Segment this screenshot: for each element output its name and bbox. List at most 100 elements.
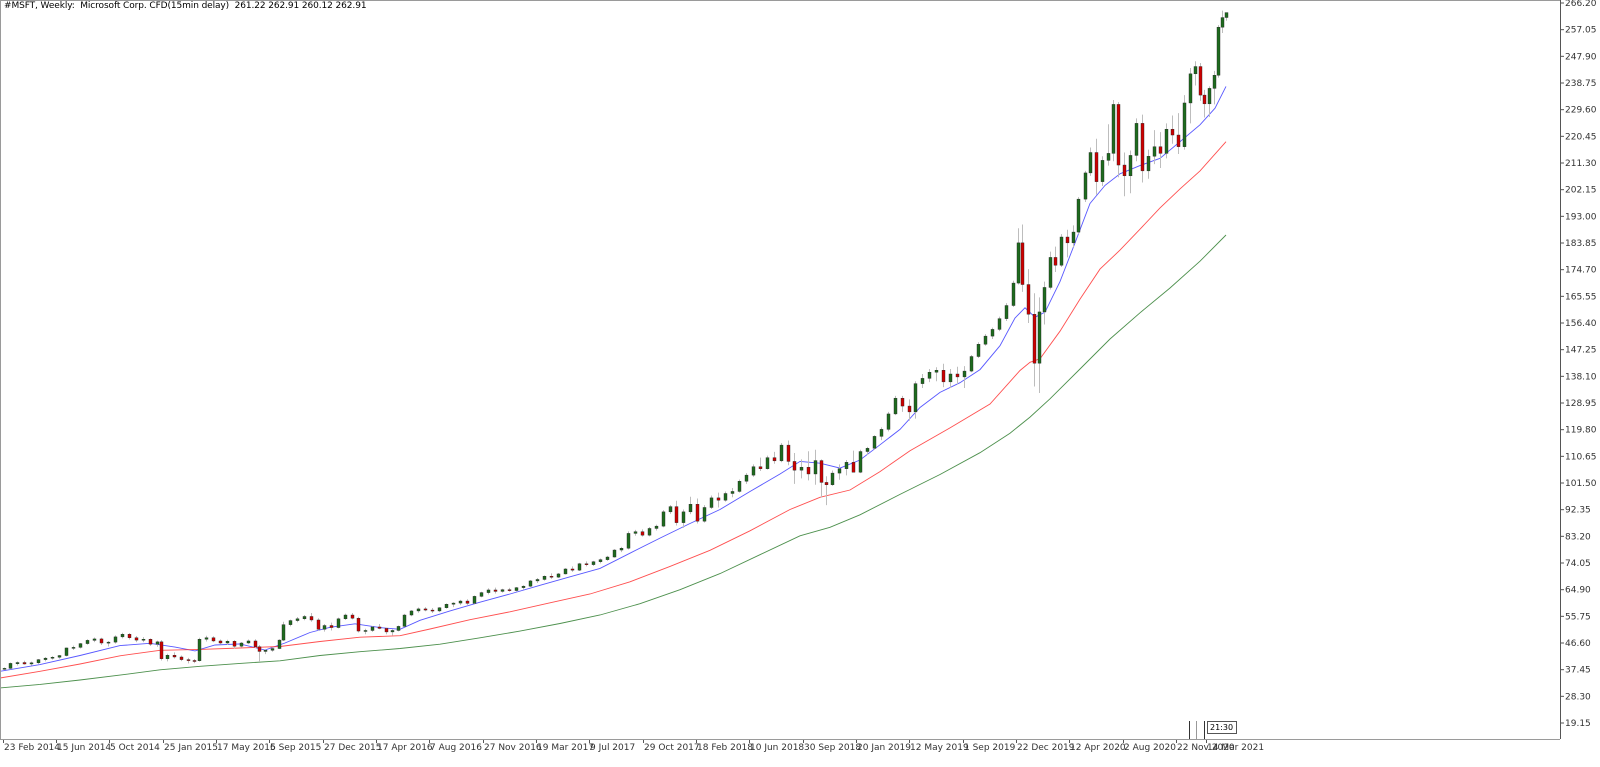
candle [363,628,368,635]
candle [1216,25,1221,78]
x-tick-label: 12 Apr 2020 [1070,743,1126,753]
candle [772,451,777,464]
candle-body [350,614,355,619]
candle-body [962,370,967,378]
candle [879,427,884,441]
candle-body [605,556,610,560]
candle-body [1032,314,1037,364]
candle-body [148,639,153,645]
candle [563,568,568,575]
x-tick-label: 18 Feb 2018 [697,743,753,753]
candle [159,640,164,661]
y-tick-label: 128.95 [1565,399,1597,409]
candle-body [1116,104,1121,166]
candle [302,615,307,621]
candle [893,395,898,416]
candle [1158,132,1163,168]
candle-body [500,589,505,592]
candle-body [377,626,382,629]
candle-body [661,511,666,527]
candle [493,587,498,594]
candle-body [225,641,230,644]
candle-body [232,641,237,647]
candle [416,607,421,613]
candle-body [316,619,321,630]
candle-body [329,625,334,628]
candle-body [486,589,491,593]
candle [934,367,939,382]
candle [1053,246,1058,272]
candle [211,636,216,643]
candle-body [465,600,470,604]
candle-body [765,457,770,469]
candle [549,573,554,579]
candle-body [695,504,700,522]
y-tick-label: 55.75 [1565,612,1591,622]
candle-body [813,460,818,475]
candle [479,591,484,598]
candle [257,645,262,662]
x-tick-label: 23 Feb 2014 [4,743,60,753]
candle [941,363,946,388]
candle-body [792,461,797,471]
candle [1076,197,1081,235]
candle [528,580,533,588]
candle [500,588,505,593]
candle-body [246,640,251,644]
candle-body [941,370,946,383]
y-tick-label: 101.50 [1565,479,1597,489]
candle [288,619,293,627]
candle [786,440,791,466]
candle [799,459,804,479]
candle [619,546,624,553]
candle-body [192,660,197,662]
x-tick-label: 15 Jun 2014 [57,743,111,753]
y-tick-label: 183.85 [1565,239,1597,249]
candle-body [2,668,7,670]
candle [402,613,407,627]
bar-time-countdown-badge: 21:30 [1207,721,1238,734]
y-tick-label: 147.25 [1565,346,1597,356]
candle [92,637,97,643]
candle-body [71,647,76,649]
candle [1212,70,1217,105]
candle [57,654,62,659]
candle-body [528,580,533,587]
candle-body [390,630,395,633]
candle-body [948,373,953,383]
candle-body [779,444,784,462]
candle [507,587,512,592]
candle [172,652,177,659]
candle-body [1094,152,1099,182]
candle [976,342,981,358]
candle [316,618,321,631]
x-tick-label: 10 Jun 2018 [750,743,804,753]
candle [451,602,456,608]
candle [263,648,268,655]
candle-body [654,525,659,529]
candle-body [1065,236,1070,244]
candle [155,640,160,647]
candle [806,451,811,481]
candle [329,622,334,631]
candle [377,624,382,630]
candle-body [730,491,735,494]
candle-body [556,573,561,578]
y-tick-label: 119.80 [1565,426,1597,436]
price-axis[interactable]: 266.20 257.05 247.90 238.75 229.60 220.45 211.… [1560,0,1597,729]
candle-body [758,466,763,469]
candle [50,656,55,660]
candle [277,639,282,650]
candle-body [1170,128,1175,136]
candle [1083,170,1088,203]
candle [1042,281,1047,325]
candle [702,505,707,523]
candle-body [179,656,184,660]
candle [716,492,721,508]
candle-body [563,568,568,575]
candle [1146,149,1151,179]
candle-body [270,648,275,651]
